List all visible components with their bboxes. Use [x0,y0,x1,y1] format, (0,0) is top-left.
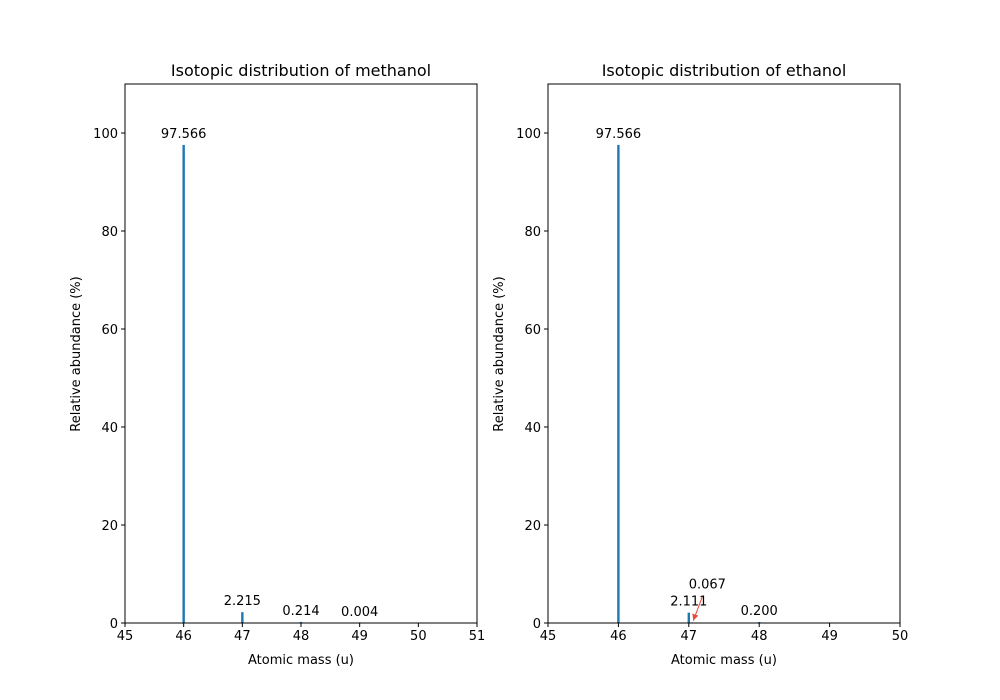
ethanol-x-tick-label: 45 [540,629,557,644]
methanol-y-tick-label: 0 [110,617,118,632]
methanol-data-label: 2.215 [224,594,261,609]
methanol-y-tick-label: 60 [101,323,118,338]
methanol-bar [241,612,244,623]
ethanol-data-label: 0.200 [741,604,778,619]
methanol-x-tick-label: 48 [293,629,310,644]
methanol-chart-title: Isotopic distribution of methanol [171,61,431,80]
methanol-x-tick-label: 49 [351,629,368,644]
ethanol-x-tick-label: 49 [821,629,838,644]
methanol-x-tick-label: 45 [117,629,134,644]
ethanol-data-label: 97.566 [596,127,642,142]
methanol-y-tick-label: 100 [93,127,118,142]
ethanol-data-label: 2.111 [670,595,707,610]
methanol-data-label: 0.004 [341,605,378,620]
ethanol-chart-panel: Isotopic distribution of ethanol Atomic … [492,61,908,668]
ethanol-y-tick-label: 100 [516,127,541,142]
methanol-ticks: 45 46 47 48 49 50 51 0 20 40 60 80 100 [93,127,485,644]
ethanol-y-tick-label: 80 [524,225,541,240]
methanol-bar [299,621,303,623]
ethanol-chart-title: Isotopic distribution of ethanol [602,61,847,80]
methanol-x-axis-label: Atomic mass (u) [248,653,354,668]
methanol-y-tick-label: 40 [101,421,118,436]
ethanol-x-tick-label: 46 [610,629,627,644]
methanol-y-tick-label: 20 [101,519,118,534]
ethanol-y-tick-label: 60 [524,323,541,338]
methanol-y-axis-label: Relative abundance (%) [69,276,84,432]
methanol-x-tick-label: 50 [410,629,427,644]
ethanol-ticks: 45 46 47 48 49 50 0 20 40 60 80 100 [516,127,908,644]
ethanol-x-tick-label: 48 [751,629,768,644]
methanol-data-label: 0.214 [282,604,319,619]
methanol-x-tick-label: 47 [234,629,251,644]
ethanol-annotation-arrowhead [692,613,699,621]
ethanol-data-label: 0.067 [689,578,726,593]
methanol-x-tick-label: 46 [175,629,192,644]
methanol-plot-frame [124,83,478,624]
ethanol-y-tick-label: 20 [524,519,541,534]
methanol-bar [182,144,185,623]
methanol-y-tick-label: 80 [101,225,118,240]
methanol-data-marks: 97.566 2.215 0.214 0.004 [161,127,378,623]
ethanol-bar [617,144,620,623]
ethanol-x-tick-label: 50 [892,629,909,644]
methanol-data-label: 97.566 [161,127,207,142]
methanol-chart-panel: Isotopic distribution of methanol Atomic… [69,61,485,668]
ethanol-y-tick-label: 0 [533,617,541,632]
ethanol-x-axis-label: Atomic mass (u) [671,653,777,668]
ethanol-plot-frame [547,83,901,624]
methanol-x-tick-label: 51 [469,629,486,644]
ethanol-bar [687,612,690,623]
ethanol-y-axis-label: Relative abundance (%) [492,276,507,432]
ethanol-y-tick-label: 40 [524,421,541,436]
ethanol-x-tick-label: 47 [681,629,698,644]
ethanol-data-marks: 97.566 2.111 0.067 0.200 [596,127,778,623]
